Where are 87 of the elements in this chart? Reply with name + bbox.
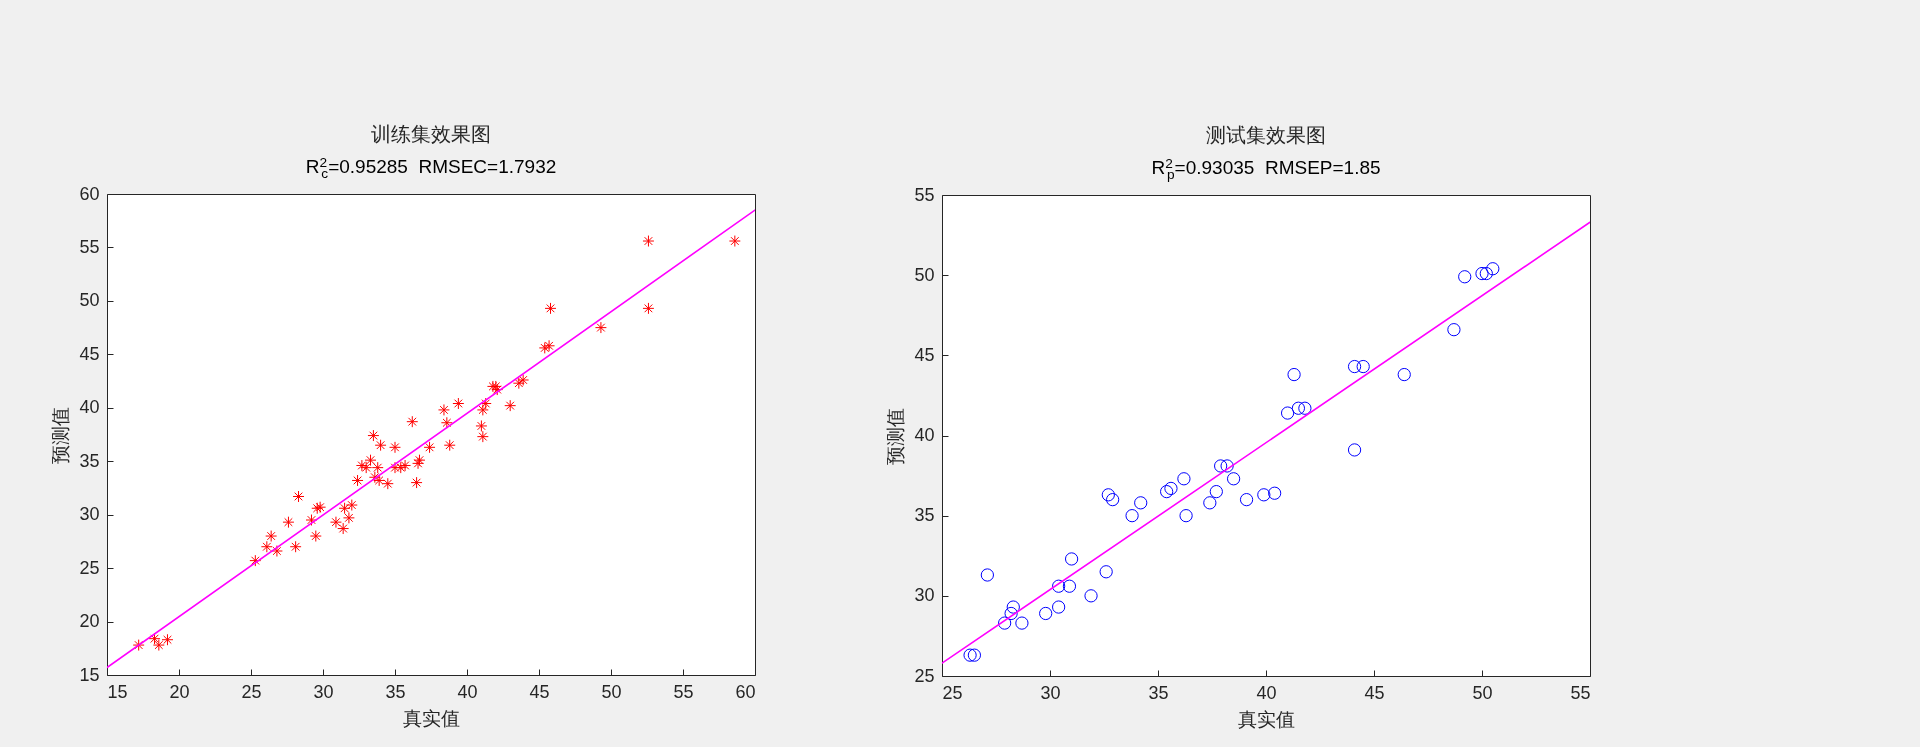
point bbox=[440, 416, 453, 429]
point bbox=[475, 419, 488, 432]
x-tick-label: 25 bbox=[241, 681, 262, 702]
x-tick-label: 40 bbox=[1256, 682, 1277, 703]
point bbox=[249, 554, 262, 567]
y-tick-label: 25 bbox=[79, 557, 100, 578]
chart-subtitle: R$^{2}$$_{p}$=0.93035 RMSEP=1.85 bbox=[1150, 154, 1382, 185]
y-tick-label: 45 bbox=[914, 344, 935, 365]
y-tick-label: 30 bbox=[914, 585, 935, 606]
point bbox=[289, 540, 302, 553]
point bbox=[437, 403, 450, 416]
x-tick-label: 55 bbox=[1570, 682, 1591, 703]
y-tick-label: 40 bbox=[79, 397, 100, 418]
x-tick-label: 40 bbox=[457, 681, 478, 702]
x-tick-label: 55 bbox=[673, 681, 694, 702]
point bbox=[309, 530, 322, 543]
point bbox=[399, 459, 412, 472]
x-tick-label: 35 bbox=[385, 681, 406, 702]
x-tick-label: 45 bbox=[1364, 682, 1385, 703]
point bbox=[504, 399, 517, 412]
point bbox=[594, 321, 607, 334]
x-tick-label: 15 bbox=[107, 681, 128, 702]
x-tick-label: 45 bbox=[529, 681, 550, 702]
y-axis-title: 预测值 bbox=[50, 406, 72, 464]
chart-subtitle: R$^{2}$$_{c}$=0.95285 RMSEC=1.7932 bbox=[304, 153, 558, 184]
point bbox=[152, 639, 165, 652]
point bbox=[270, 545, 283, 557]
point bbox=[642, 235, 655, 248]
point bbox=[364, 454, 377, 467]
point bbox=[338, 502, 351, 515]
point bbox=[329, 516, 342, 529]
y-tick-label: 40 bbox=[914, 425, 935, 445]
point bbox=[406, 415, 419, 428]
x-tick-label: 30 bbox=[1040, 682, 1061, 703]
point bbox=[538, 341, 551, 354]
y-tick-label: 25 bbox=[914, 665, 935, 686]
point bbox=[351, 474, 364, 487]
point bbox=[728, 235, 741, 248]
x-axis-title: 真实值 bbox=[1238, 708, 1295, 730]
point bbox=[543, 339, 556, 352]
point bbox=[161, 633, 174, 646]
point bbox=[345, 499, 358, 512]
x-tick-label: 30 bbox=[313, 681, 334, 702]
x-tick-label: 25 bbox=[942, 682, 963, 703]
point bbox=[367, 429, 380, 442]
x-axis-title: 真实值 bbox=[403, 707, 460, 729]
chart-title: 训练集效果图 bbox=[370, 122, 492, 147]
point bbox=[371, 461, 384, 474]
y-tick-label: 55 bbox=[914, 184, 935, 205]
y-tick-label: 20 bbox=[79, 611, 100, 632]
point bbox=[260, 540, 273, 553]
x-tick-label: 35 bbox=[1148, 682, 1169, 703]
point bbox=[443, 439, 456, 452]
point bbox=[148, 632, 161, 645]
y-tick-label: 55 bbox=[79, 236, 100, 257]
y-tick-label: 35 bbox=[914, 505, 935, 526]
y-tick-label: 15 bbox=[79, 664, 100, 685]
x-tick-label: 50 bbox=[1472, 682, 1493, 703]
point bbox=[132, 639, 145, 652]
chart-title: 测试集效果图 bbox=[1205, 123, 1327, 148]
point bbox=[423, 441, 436, 454]
x-tick-label: 20 bbox=[169, 681, 190, 702]
point bbox=[512, 377, 525, 390]
point bbox=[381, 477, 394, 490]
y-tick-label: 60 bbox=[79, 183, 100, 204]
y-tick-label: 35 bbox=[79, 450, 100, 471]
point bbox=[476, 403, 489, 416]
point bbox=[452, 397, 465, 410]
point bbox=[374, 439, 387, 452]
y-tick-label: 45 bbox=[79, 343, 100, 364]
point bbox=[410, 476, 423, 489]
point bbox=[476, 430, 489, 443]
point bbox=[305, 514, 318, 526]
point bbox=[544, 302, 557, 315]
x-tick-label: 50 bbox=[601, 681, 622, 702]
point bbox=[642, 302, 655, 315]
point bbox=[342, 511, 355, 524]
y-tick-label: 50 bbox=[79, 290, 100, 311]
y-tick-label: 30 bbox=[79, 504, 100, 525]
point bbox=[282, 516, 295, 529]
point bbox=[517, 374, 530, 386]
y-axis-title: 预测值 bbox=[885, 407, 907, 465]
y-tick-label: 50 bbox=[914, 264, 935, 285]
point bbox=[337, 522, 350, 535]
x-tick-label: 60 bbox=[735, 681, 756, 702]
point bbox=[389, 441, 401, 454]
point bbox=[265, 530, 278, 543]
